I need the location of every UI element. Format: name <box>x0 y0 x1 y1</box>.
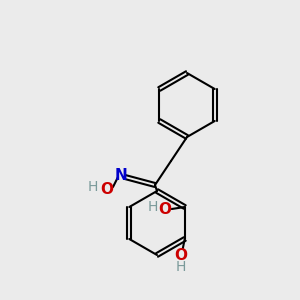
Text: H: H <box>176 260 186 274</box>
Text: O: O <box>174 248 187 262</box>
Text: N: N <box>115 167 128 182</box>
Text: H: H <box>148 200 158 214</box>
Text: O: O <box>158 202 171 217</box>
Text: O: O <box>100 182 113 196</box>
Text: H: H <box>88 180 98 194</box>
